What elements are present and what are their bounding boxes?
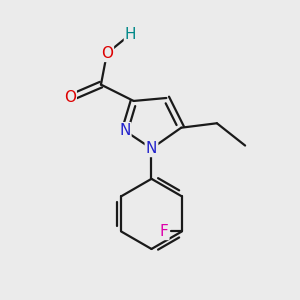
Text: N: N — [146, 141, 157, 156]
Text: H: H — [125, 27, 136, 42]
Text: O: O — [101, 46, 113, 61]
Text: F: F — [160, 224, 168, 239]
Text: O: O — [64, 91, 76, 106]
Text: N: N — [119, 123, 130, 138]
